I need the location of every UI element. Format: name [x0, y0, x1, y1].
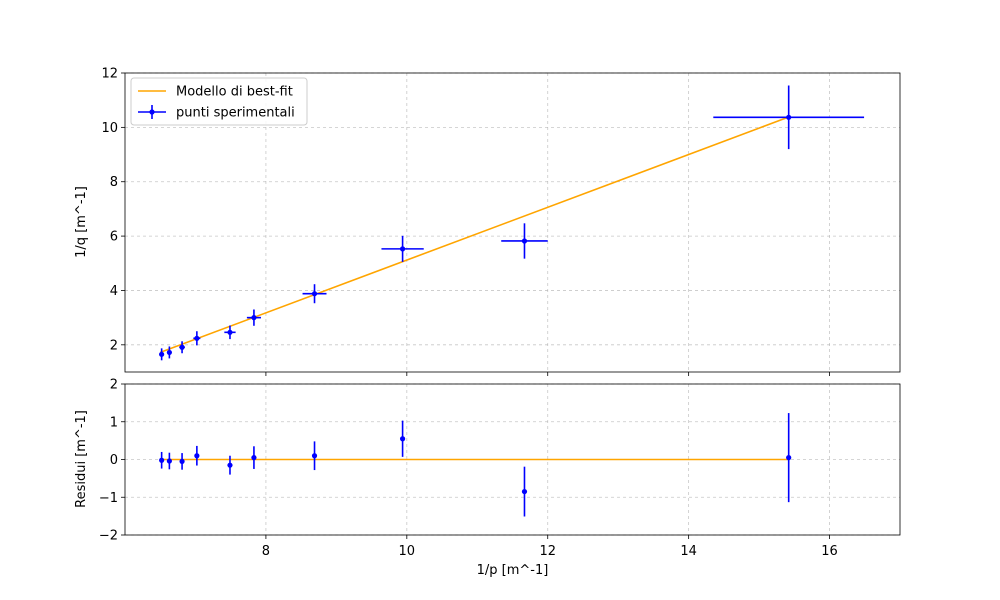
data-point: [166, 349, 172, 356]
residual-point: [159, 457, 165, 463]
y-tick-label: 10: [101, 121, 118, 136]
y-tick-label: 0: [110, 453, 118, 468]
residual-point: [166, 458, 172, 464]
y-tick-label: 2: [110, 338, 118, 353]
data-point: [179, 344, 185, 350]
x-tick-label: 14: [680, 544, 697, 559]
data-point: [251, 315, 257, 321]
residual-point: [399, 436, 406, 442]
residual-point: [521, 488, 528, 495]
y-tick-label: −2: [99, 529, 118, 544]
data-point: [311, 291, 318, 297]
best-fit-line: [159, 116, 789, 354]
y-tick-label: 2: [110, 378, 118, 393]
residual-point: [311, 453, 318, 459]
residual-axes-frame: [124, 383, 901, 536]
legend-point-marker: [149, 109, 155, 115]
residual-point: [786, 455, 792, 461]
y-tick-label: 12: [101, 67, 118, 82]
main-axes-frame: [124, 72, 901, 373]
x-tick-label: 10: [399, 544, 416, 559]
residual-point: [251, 455, 257, 461]
legend-box: [130, 77, 308, 126]
y-axis-label-residuals: Residui [m^-1]: [74, 410, 89, 508]
main-plot: 1/q [m^-1] 2 4 6 8 10 12 Modello di best-fit pu…: [74, 67, 901, 376]
data-point: [399, 246, 406, 252]
data-point: [227, 329, 233, 335]
data-point: [194, 335, 200, 341]
legend-label-points: punti sperimentali: [176, 106, 295, 121]
residual-point: [179, 458, 185, 464]
y-tick-label: 6: [110, 230, 118, 245]
legend-label-fit: Modello di best-fit: [176, 85, 293, 100]
data-point: [521, 238, 528, 244]
y-tick-label: 4: [110, 284, 118, 299]
data-point: [786, 114, 792, 120]
legend: Modello di best-fit punti sperimentali: [130, 77, 308, 126]
x-tick-label: 8: [262, 544, 270, 559]
y-tick-label: 8: [110, 175, 118, 190]
residual-point: [194, 453, 200, 459]
x-tick-label: 16: [821, 544, 838, 559]
y-tick-label: 1: [110, 415, 118, 430]
y-tick-label: −1: [99, 491, 118, 506]
x-tick-label: 12: [539, 544, 556, 559]
residual-point: [227, 462, 233, 468]
y-axis-label-main: 1/q [m^-1]: [74, 186, 89, 258]
x-axis-label: 1/p [m^-1]: [477, 563, 549, 578]
data-point: [159, 351, 165, 357]
